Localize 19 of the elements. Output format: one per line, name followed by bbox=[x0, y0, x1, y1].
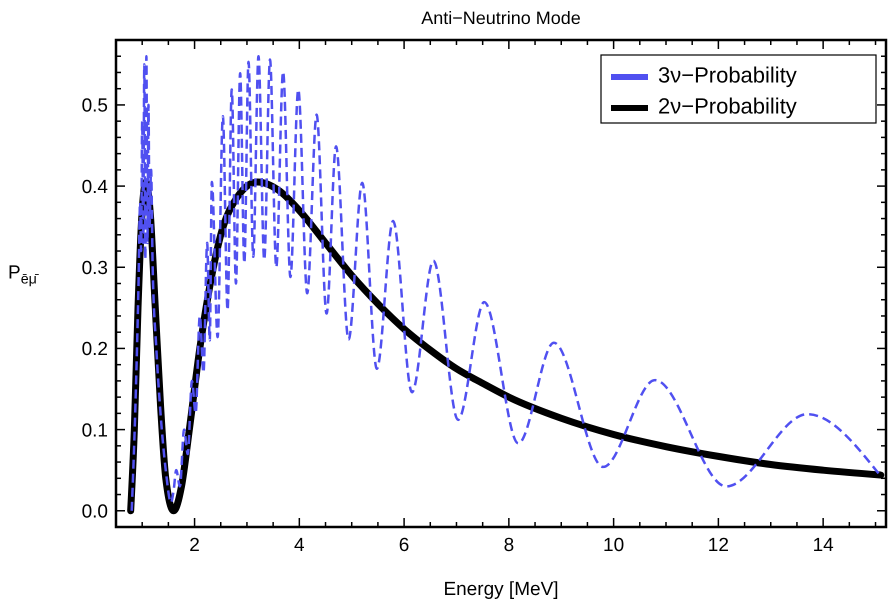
chart-title: Anti−Neutrino Mode bbox=[421, 8, 581, 28]
x-tick-label: 8 bbox=[504, 535, 514, 556]
x-tick-label: 12 bbox=[708, 535, 729, 556]
y-tick-label: 0.3 bbox=[82, 258, 108, 279]
x-axis-title: Energy [MeV] bbox=[443, 579, 559, 600]
y-tick-label: 0.2 bbox=[82, 339, 108, 360]
line-series bbox=[130, 54, 880, 512]
x-tick-label: 14 bbox=[812, 535, 834, 556]
legend-label: 3ν−Probability bbox=[658, 62, 797, 88]
y-tick-label: 0.4 bbox=[82, 176, 108, 198]
x-tick-label: 6 bbox=[398, 535, 410, 556]
x-tick-label: 2 bbox=[189, 535, 200, 556]
y-axis-title: P$_{ēμ̄}$ bbox=[8, 262, 39, 288]
y-tick-label: 0.1 bbox=[82, 420, 108, 442]
legend-label: 2ν−Probability bbox=[658, 94, 797, 119]
x-tick-label: 4 bbox=[294, 535, 306, 556]
y-tick-label: 0.0 bbox=[82, 501, 108, 522]
x-tick-label: 10 bbox=[603, 535, 624, 556]
y-tick-label: 0.5 bbox=[82, 96, 108, 117]
